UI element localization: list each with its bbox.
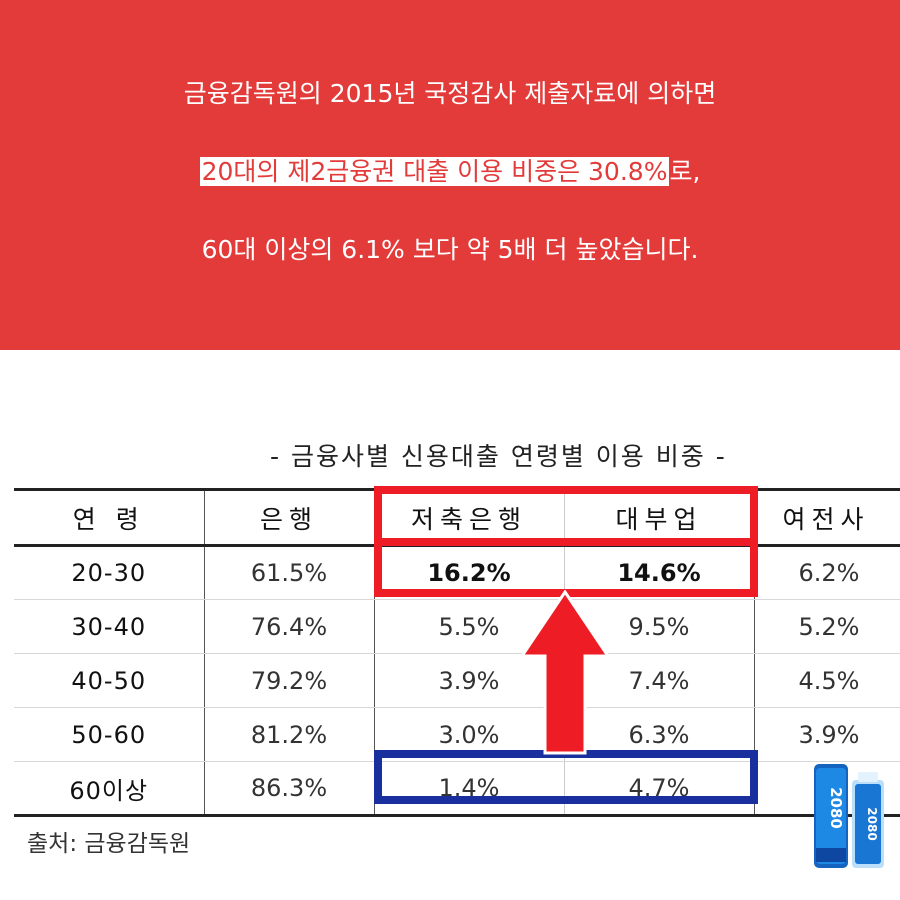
cell-loan-company: 4.7%	[564, 761, 755, 817]
cell-credit-finance: 5.2%	[754, 599, 900, 654]
up-arrow-icon	[520, 590, 610, 755]
banner-highlight-text: 20대의 제2금융권 대출 이용 비중은 30.8%	[199, 157, 670, 186]
cell-age: 40-50	[14, 653, 205, 708]
banner-line-2: 20대의 제2금융권 대출 이용 비중은 30.8%로,	[0, 155, 900, 189]
table-caption: - 금융사별 신용대출 연령별 이용 비중 -	[270, 442, 727, 471]
table-header-row: 연 령 은행 저축은행 대부업 여전사	[14, 488, 900, 547]
red-banner: 금융감독원의 2015년 국정감사 제출자료에 의하면 20대의 제2금융권 대…	[0, 0, 900, 350]
cell-bank: 76.4%	[204, 599, 375, 654]
source-note: 출처: 금융감독원	[27, 831, 191, 857]
banner-line-3: 60대 이상의 6.1% 보다 약 5배 더 높았습니다.	[201, 235, 699, 264]
blue-highlight-box	[374, 750, 758, 804]
cell-bank: 79.2%	[204, 653, 375, 708]
table-row: 60이상 86.3% 1.4% 4.7%	[14, 761, 900, 817]
product-label-small: 2080	[865, 807, 879, 840]
banner-line-1: 금융감독원의 2015년 국정감사 제출자료에 의하면	[183, 79, 717, 108]
table-row: 30-40 76.4% 5.5% 9.5% 5.2%	[14, 599, 900, 654]
header-bank: 은행	[204, 488, 375, 547]
banner-line-2-rest: 로,	[669, 157, 701, 186]
cell-credit-finance: 6.2%	[754, 545, 900, 600]
header-age: 연 령	[14, 488, 205, 547]
header-credit-finance: 여전사	[754, 488, 900, 547]
cell-loan-company: 7.4%	[564, 653, 755, 708]
table-row: 40-50 79.2% 3.9% 7.4% 4.5%	[14, 653, 900, 708]
red-highlight-divider	[374, 538, 758, 546]
cell-age: 30-40	[14, 599, 205, 654]
toothpaste-product-icon: 2080 2080	[814, 764, 884, 868]
cell-age: 20-30	[14, 545, 205, 600]
cell-bank: 81.2%	[204, 707, 375, 762]
cell-savings-bank: 3.9%	[374, 653, 565, 708]
cell-credit-finance: 3.9%	[754, 707, 900, 762]
product-label: 2080	[827, 787, 845, 829]
cell-bank: 61.5%	[204, 545, 375, 600]
cell-credit-finance: 4.5%	[754, 653, 900, 708]
cell-savings-bank: 5.5%	[374, 599, 565, 654]
cell-age: 50-60	[14, 707, 205, 762]
cell-bank: 86.3%	[204, 761, 375, 817]
cell-age: 60이상	[14, 761, 205, 817]
